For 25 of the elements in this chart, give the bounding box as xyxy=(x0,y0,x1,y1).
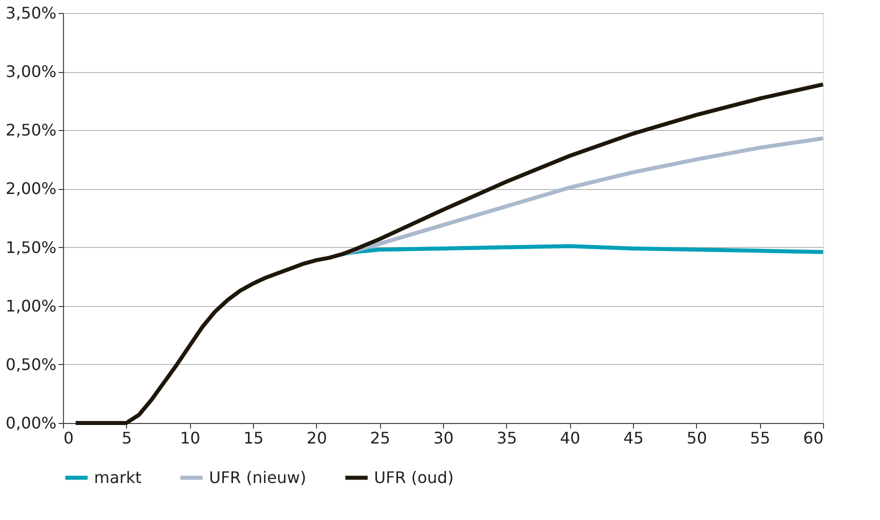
legend-label: UFR (oud) xyxy=(374,468,454,487)
y-tick-label: 2,00% xyxy=(6,179,56,198)
y-tick-label: 2,50% xyxy=(6,120,56,140)
x-tick-label: 35 xyxy=(496,428,518,448)
x-tick-label: 20 xyxy=(306,428,328,448)
x-tick-label: 5 xyxy=(122,428,132,448)
x-tick-label: 45 xyxy=(623,428,644,448)
y-tick-label: 0,00% xyxy=(6,414,56,432)
y-tick-label: 3,50% xyxy=(6,4,56,22)
legend-label: markt xyxy=(94,468,142,487)
y-tick-label: 3,00% xyxy=(6,62,56,82)
x-tick-label: 50 xyxy=(686,428,708,448)
x-tick-label: 40 xyxy=(560,428,580,448)
y-tick-label: 0,50% xyxy=(6,354,56,374)
legend-label: UFR (nieuw) xyxy=(209,468,306,487)
x-tick-label: 10 xyxy=(180,428,200,448)
x-tick-label: 60 xyxy=(803,428,824,448)
line-series xyxy=(74,82,825,425)
x-tick-label: 15 xyxy=(243,428,264,448)
x-tick-label: 30 xyxy=(433,428,454,448)
x-tick-label: 0 xyxy=(64,428,74,448)
y-tick-label: 1,00% xyxy=(6,296,56,316)
x-tick-label: 55 xyxy=(750,428,770,448)
x-tick-label: 25 xyxy=(370,428,390,448)
y-tick-label: 1,50% xyxy=(6,238,56,257)
